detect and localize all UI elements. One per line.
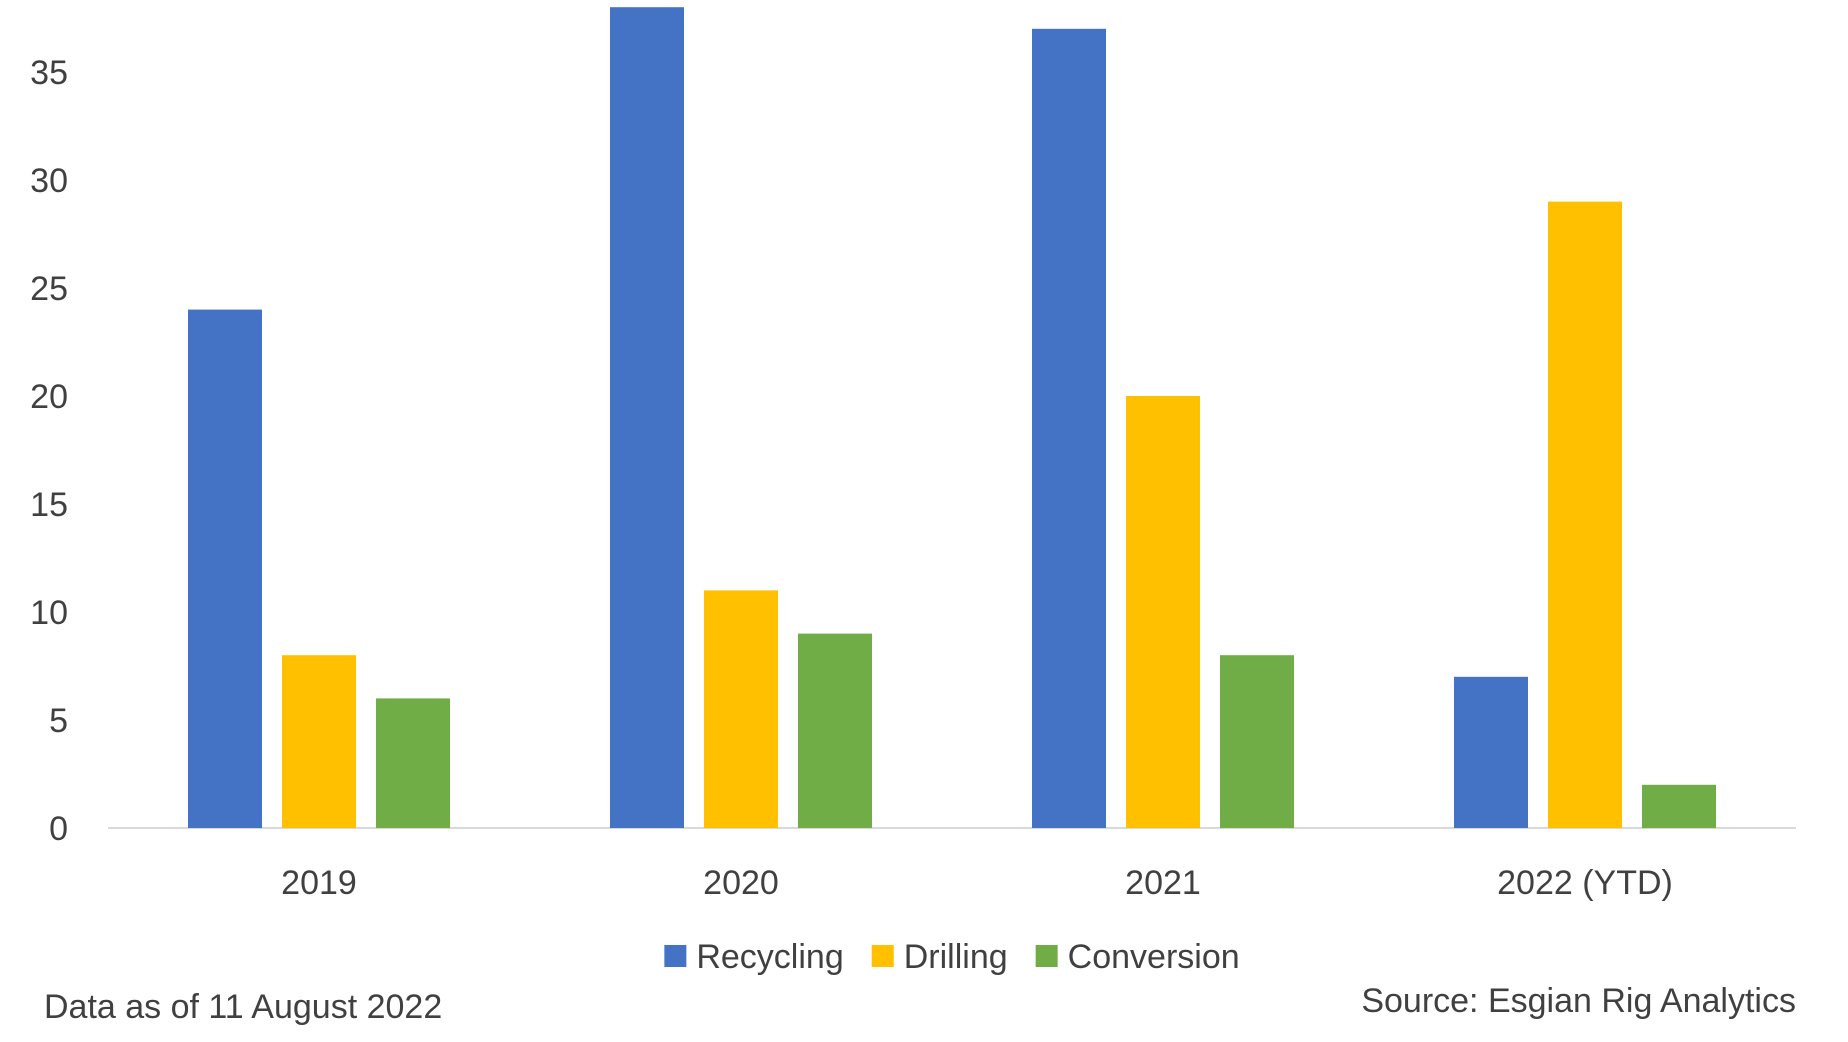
bar-drilling-2020 <box>704 590 778 828</box>
bar-drilling-2022-ytd <box>1548 201 1622 829</box>
x-tick-label: 2022 (YTD) <box>1497 864 1673 902</box>
x-axis-tick-labels: 2019 2020 2021 2022 (YTD) <box>281 864 1673 902</box>
y-axis-tick-labels: 0 5 10 15 20 25 30 35 <box>30 54 68 848</box>
legend-swatch-recycling <box>664 945 687 967</box>
x-tick-label: 2020 <box>703 864 779 902</box>
bars <box>188 7 1716 829</box>
legend-swatch-conversion <box>1035 945 1058 967</box>
bar-recycling-2021 <box>1032 28 1106 829</box>
x-tick-label: 2021 <box>1125 864 1201 902</box>
y-tick-label: 5 <box>49 702 68 740</box>
bar-recycling-2022-ytd <box>1454 676 1528 828</box>
bar-drilling-2019 <box>282 655 356 828</box>
x-tick-label: 2019 <box>281 864 357 902</box>
y-tick-label: 15 <box>30 486 68 524</box>
y-tick-label: 0 <box>49 810 68 848</box>
bar-recycling-2019 <box>188 309 262 829</box>
y-tick-label: 25 <box>30 270 68 308</box>
legend: Recycling Drilling Conversion <box>664 938 1240 976</box>
bar-conversion-2022-ytd <box>1642 784 1716 828</box>
bar-conversion-2020 <box>798 633 872 828</box>
legend-label-drilling: Drilling <box>904 938 1008 976</box>
y-tick-label: 35 <box>30 54 68 92</box>
data-date-note: Data as of 11 August 2022 <box>44 988 443 1026</box>
y-tick-label: 20 <box>30 378 68 416</box>
legend-label-recycling: Recycling <box>696 938 843 976</box>
legend-label-conversion: Conversion <box>1068 938 1240 976</box>
legend-swatch-drilling <box>871 945 894 967</box>
y-tick-label: 10 <box>30 594 68 632</box>
bar-conversion-2019 <box>376 698 450 828</box>
source-note: Source: Esgian Rig Analytics <box>1361 982 1796 1020</box>
bar-drilling-2021 <box>1126 396 1200 828</box>
y-tick-label: 30 <box>30 162 68 200</box>
bar-conversion-2021 <box>1220 655 1294 828</box>
bar-recycling-2020 <box>610 7 684 828</box>
